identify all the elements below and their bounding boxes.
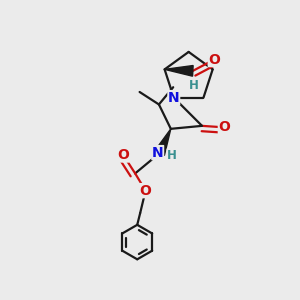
Text: O: O bbox=[208, 52, 220, 67]
Polygon shape bbox=[165, 65, 193, 76]
Polygon shape bbox=[155, 129, 171, 155]
Text: N: N bbox=[168, 91, 180, 105]
Text: O: O bbox=[140, 184, 152, 198]
Text: H: H bbox=[167, 149, 177, 162]
Text: H: H bbox=[189, 79, 199, 92]
Text: N: N bbox=[152, 146, 164, 160]
Text: O: O bbox=[218, 120, 230, 134]
Text: O: O bbox=[117, 148, 129, 162]
